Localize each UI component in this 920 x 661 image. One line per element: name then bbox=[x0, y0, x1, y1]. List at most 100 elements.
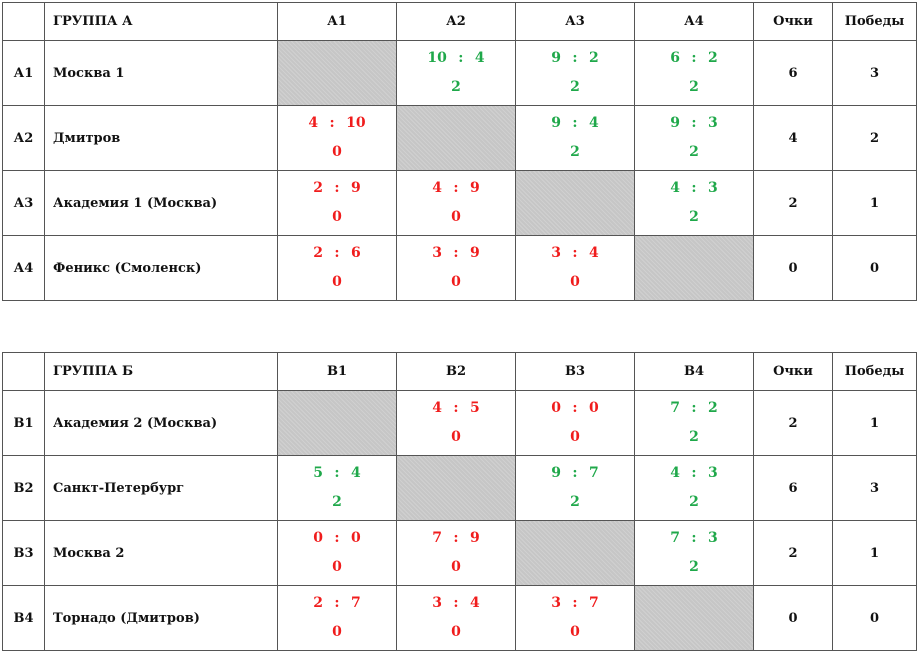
score-left: 6 bbox=[670, 50, 680, 66]
header-corner bbox=[2, 2, 45, 41]
score-right: 4 bbox=[470, 595, 480, 611]
team-code: В4 bbox=[2, 585, 45, 651]
match-points: 0 bbox=[451, 274, 461, 290]
score-separator: : bbox=[334, 245, 340, 261]
match-score: 9:2 bbox=[516, 48, 634, 68]
team-name: Феникс (Смоленск) bbox=[44, 235, 278, 301]
self-match-cell bbox=[634, 235, 754, 301]
score-separator: : bbox=[691, 115, 697, 131]
match-points: 0 bbox=[332, 274, 342, 290]
match-score: 4:9 bbox=[397, 178, 515, 198]
score-separator: : bbox=[453, 400, 459, 416]
score-left: 3 bbox=[551, 245, 561, 261]
column-header: А3 bbox=[515, 2, 635, 41]
score-separator: : bbox=[329, 115, 335, 131]
team-wins: 1 bbox=[832, 170, 917, 236]
match-points: 0 bbox=[451, 624, 461, 640]
match-score: 3:4 bbox=[397, 593, 515, 613]
group-a-header-row: ГРУППА А А1 А2 А3 А4 Очки Победы bbox=[2, 2, 917, 41]
team-points: 2 bbox=[753, 520, 833, 586]
team-wins: 1 bbox=[832, 390, 917, 456]
team-code: А3 bbox=[2, 170, 45, 236]
team-name: Торнадо (Дмитров) bbox=[44, 585, 278, 651]
score-right: 4 bbox=[474, 50, 485, 66]
match-score: 0:0 bbox=[516, 398, 634, 418]
score-separator: : bbox=[572, 465, 578, 481]
score-right: 7 bbox=[351, 595, 361, 611]
table-row: В1 Академия 2 (Москва) 4:5 0 0:0 0 7:2 2 2 1 bbox=[2, 390, 917, 456]
score-separator: : bbox=[334, 180, 340, 196]
match-points: 2 bbox=[689, 559, 699, 575]
score-right: 9 bbox=[351, 180, 361, 196]
team-code: А2 bbox=[2, 105, 45, 171]
score-separator: : bbox=[334, 465, 340, 481]
team-name: Дмитров bbox=[44, 105, 278, 171]
score-separator: : bbox=[691, 400, 697, 416]
team-points: 2 bbox=[753, 390, 833, 456]
score-right: 4 bbox=[589, 115, 599, 131]
column-header: В1 bbox=[277, 352, 397, 391]
match-score: 4:10 bbox=[278, 113, 396, 133]
score-right: 3 bbox=[708, 115, 718, 131]
team-wins: 3 bbox=[832, 455, 917, 521]
score-left: 3 bbox=[432, 245, 442, 261]
score-left: 4 bbox=[670, 465, 680, 481]
score-left: 7 bbox=[670, 530, 680, 546]
score-left: 9 bbox=[551, 50, 561, 66]
team-name: Академия 1 (Москва) bbox=[44, 170, 278, 236]
score-separator: : bbox=[453, 245, 459, 261]
self-match-cell bbox=[634, 585, 754, 651]
table-row: А1 Москва 1 10:4 2 9:2 2 6:2 2 6 3 bbox=[2, 40, 917, 106]
match-points: 0 bbox=[451, 559, 461, 575]
score-separator: : bbox=[453, 180, 459, 196]
score-left: 7 bbox=[432, 530, 442, 546]
match-score: 9:3 bbox=[635, 113, 753, 133]
team-name: Москва 2 bbox=[44, 520, 278, 586]
score-right: 0 bbox=[351, 530, 361, 546]
self-match-cell bbox=[277, 390, 397, 456]
score-right: 2 bbox=[708, 400, 718, 416]
score-separator: : bbox=[572, 400, 578, 416]
team-name: Санкт-Петербург bbox=[44, 455, 278, 521]
match-points: 2 bbox=[689, 494, 699, 510]
score-right: 4 bbox=[351, 465, 361, 481]
team-name: Москва 1 bbox=[44, 40, 278, 106]
match-score: 4:5 bbox=[397, 398, 515, 418]
match-score: 0:0 bbox=[278, 528, 396, 548]
group-b-body: В1 Академия 2 (Москва) 4:5 0 0:0 0 7:2 2 2 1 В2 Сан… bbox=[2, 390, 917, 651]
score-right: 9 bbox=[470, 180, 480, 196]
match-points: 2 bbox=[570, 144, 580, 160]
team-points: 0 bbox=[753, 585, 833, 651]
match-score: 6:2 bbox=[635, 48, 753, 68]
match-score: 7:9 bbox=[397, 528, 515, 548]
wins-header: Победы bbox=[832, 352, 917, 391]
team-name: Академия 2 (Москва) bbox=[44, 390, 278, 456]
score-left: 10 bbox=[427, 50, 447, 66]
score-left: 9 bbox=[551, 465, 561, 481]
score-left: 4 bbox=[670, 180, 680, 196]
team-wins: 3 bbox=[832, 40, 917, 106]
score-left: 0 bbox=[551, 400, 561, 416]
table-row: А2 Дмитров 4:10 0 9:4 2 9:3 2 4 2 bbox=[2, 105, 917, 171]
match-result-cell: 7:9 0 bbox=[396, 520, 516, 586]
match-result-cell: 4:10 0 bbox=[277, 105, 397, 171]
team-code: В2 bbox=[2, 455, 45, 521]
score-separator: : bbox=[691, 50, 697, 66]
score-right: 3 bbox=[708, 530, 718, 546]
score-right: 7 bbox=[589, 595, 599, 611]
team-code: А4 bbox=[2, 235, 45, 301]
group-b-header-row: ГРУППА Б В1 В2 В3 В4 Очки Победы bbox=[2, 352, 917, 391]
score-separator: : bbox=[572, 115, 578, 131]
match-score: 3:9 bbox=[397, 243, 515, 263]
match-points: 0 bbox=[570, 624, 580, 640]
group-title: ГРУППА Б bbox=[44, 352, 278, 391]
